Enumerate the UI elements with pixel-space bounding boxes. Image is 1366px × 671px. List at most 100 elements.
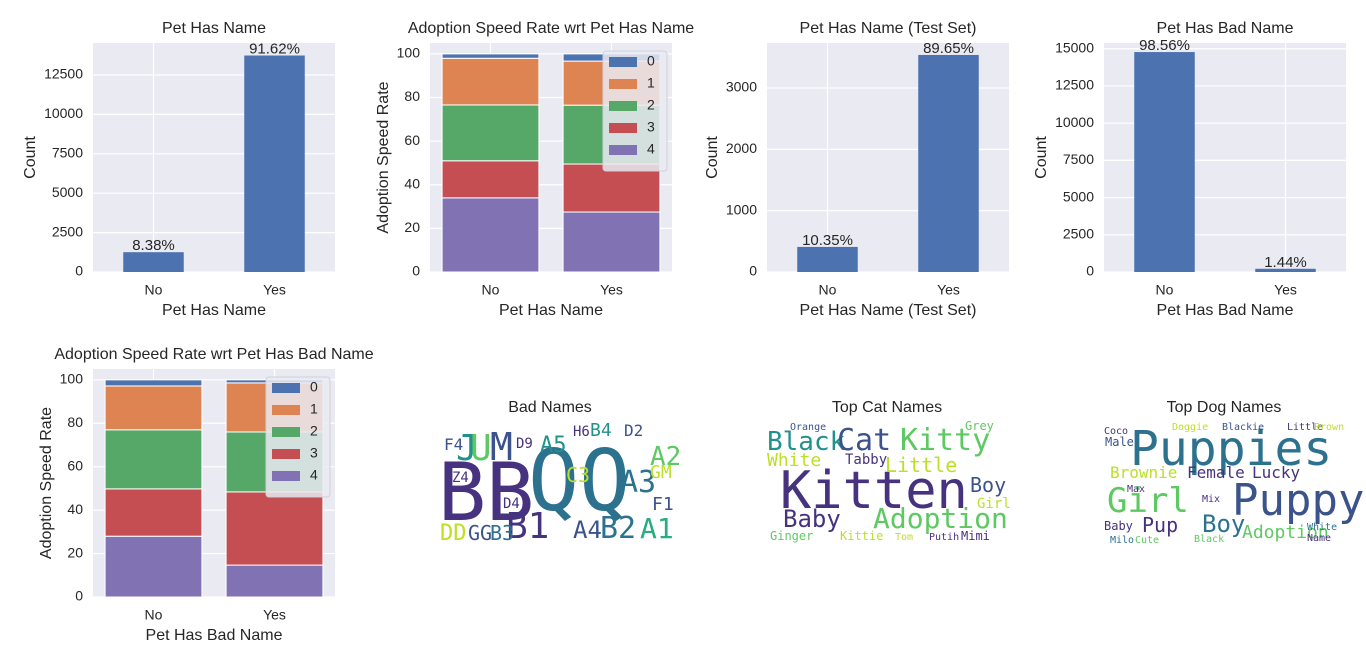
y-axis-label: Adoption Speed Rate xyxy=(38,407,55,559)
y-tick-label: 10000 xyxy=(1055,114,1094,130)
chart-title: Pet Has Name (Test Set) xyxy=(800,20,977,37)
y-axis-label: Adoption Speed Rate xyxy=(375,81,392,233)
cloud-word: QQ xyxy=(528,432,630,531)
cloud-word: Max xyxy=(1127,484,1145,495)
bar-segment xyxy=(225,491,324,566)
cloud-word: Little xyxy=(885,453,957,477)
cloud-word: Black xyxy=(1194,534,1224,545)
y-axis-label: Count xyxy=(1033,136,1050,179)
cloud-word: GM xyxy=(650,462,672,483)
y-tick-label: 0 xyxy=(1086,263,1094,279)
y-tick-label: 60 xyxy=(404,132,420,148)
legend-swatch xyxy=(609,145,637,155)
legend-label: 1 xyxy=(647,75,655,91)
legend-swatch xyxy=(609,57,637,67)
value-label: 91.62% xyxy=(249,40,300,57)
cloud-word: Cute xyxy=(1135,535,1159,546)
x-tick-label: No xyxy=(819,282,837,298)
cloud-word: B2 xyxy=(600,511,636,546)
bar xyxy=(918,54,979,272)
x-axis-label: Pet Has Name xyxy=(162,302,266,319)
cloud-word: Kittie xyxy=(840,529,883,543)
legend-label: 3 xyxy=(647,119,655,135)
y-tick-label: 3000 xyxy=(726,79,757,95)
cloud-word: Putih xyxy=(929,532,959,543)
y-tick-label: 100 xyxy=(60,371,84,387)
cloud-word: Mix xyxy=(1202,494,1220,505)
cloud-word: Lucky xyxy=(1252,463,1301,482)
y-tick-label: 40 xyxy=(67,501,83,517)
legend-label: 0 xyxy=(310,379,318,395)
cloud-background xyxy=(765,420,1010,545)
x-axis-label: Pet Has Bad Name xyxy=(1157,302,1294,319)
cloud-word: Puppy xyxy=(1232,475,1364,526)
cloud-word: Doggie xyxy=(1172,422,1208,433)
bar-segment xyxy=(104,379,203,387)
cloud-word: Adoption xyxy=(1242,522,1329,543)
cloud-word: A5 xyxy=(540,433,567,458)
cloud-word: B3 xyxy=(490,521,514,545)
legend-label: 0 xyxy=(647,53,655,69)
chart-title: Bad Names xyxy=(508,399,592,416)
x-tick-label: No xyxy=(145,282,163,298)
bar-segment xyxy=(441,197,540,273)
cloud-word: A2 xyxy=(650,442,681,472)
legend-swatch xyxy=(272,471,300,481)
y-tick-label: 0 xyxy=(412,263,420,279)
cloud-word: Tom xyxy=(895,532,913,543)
y-tick-label: 0 xyxy=(75,588,83,604)
cloud-background xyxy=(428,420,673,545)
value-label: 10.35% xyxy=(802,232,853,249)
chart-title: Top Dog Names xyxy=(1167,399,1282,416)
value-label: 8.38% xyxy=(132,237,175,254)
y-tick-label: 100 xyxy=(397,45,421,61)
cloud-word: J xyxy=(456,428,478,469)
value-label: 98.56% xyxy=(1139,37,1190,54)
chart-title: Adoption Speed Rate wrt Pet Has Bad Name xyxy=(54,346,373,363)
x-tick-label: Yes xyxy=(263,607,286,623)
y-tick-label: 60 xyxy=(67,457,83,473)
y-tick-label: 80 xyxy=(67,414,83,430)
y-tick-label: 12500 xyxy=(1055,77,1094,93)
legend-swatch xyxy=(609,101,637,111)
bar xyxy=(244,55,305,273)
cloud-background xyxy=(1102,420,1347,545)
y-tick-label: 1000 xyxy=(726,201,757,217)
cloud-word: F4 xyxy=(444,435,463,454)
legend-swatch xyxy=(609,79,637,89)
x-tick-label: No xyxy=(482,282,500,298)
bar xyxy=(1134,52,1195,272)
cloud-word: D4 xyxy=(503,496,520,512)
y-axis-label: Count xyxy=(22,136,39,179)
chart-title: Pet Has Bad Name xyxy=(1157,20,1294,37)
cloud-word: Black xyxy=(767,427,846,457)
y-tick-label: 10000 xyxy=(44,105,83,121)
x-tick-label: Yes xyxy=(937,282,960,298)
cloud-word: A4 xyxy=(573,516,602,544)
cloud-word: Cat xyxy=(837,423,891,458)
cloud-word: D9 xyxy=(516,436,533,452)
chart-title: Pet Has Name xyxy=(162,20,266,37)
y-tick-label: 0 xyxy=(75,263,83,279)
cloud-word: Kitty xyxy=(900,423,990,458)
y-tick-label: 2500 xyxy=(1063,225,1094,241)
cloud-word: Girl xyxy=(1107,481,1189,521)
cloud-word: Coco xyxy=(1104,426,1128,437)
y-tick-label: 40 xyxy=(404,175,420,191)
cloud-word: C3 xyxy=(566,463,590,487)
cloud-word: D2 xyxy=(624,421,643,440)
cloud-word: B1 xyxy=(506,506,549,547)
bar xyxy=(797,246,858,272)
cloud-word: A3 xyxy=(620,465,656,500)
y-tick-label: 15000 xyxy=(1055,39,1094,55)
cloud-word: Female xyxy=(1187,463,1245,482)
cloud-word: Tabby xyxy=(845,452,887,468)
cloud-word: DD xyxy=(440,521,467,546)
legend-label: 2 xyxy=(310,423,318,439)
chart-title: Adoption Speed Rate wrt Pet Has Name xyxy=(408,20,694,37)
legend-swatch xyxy=(272,383,300,393)
y-axis-label: Count xyxy=(704,136,721,179)
cloud-word: White xyxy=(1307,522,1337,533)
cloud-word: Orange xyxy=(790,422,826,433)
